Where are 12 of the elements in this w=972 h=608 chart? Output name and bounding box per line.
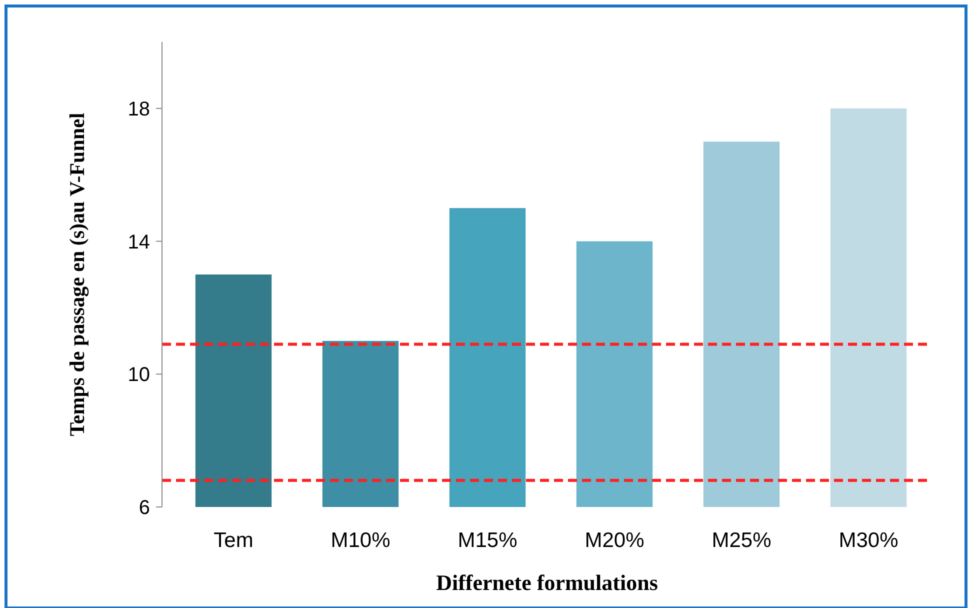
x-tick-label: M10% [330,529,390,552]
x-tick-label: M20% [584,529,644,552]
x-tick-label: Tem [214,529,254,552]
x-tick-label: M15% [458,529,518,552]
y-tick-label: 14 [128,231,150,254]
y-axis-title: Temps de passage en (s)au V-Funnel [65,112,89,436]
x-axis-title: Differnete formulations [436,570,658,595]
x-tick-label: M25% [712,529,772,552]
y-tick-label: 10 [128,364,150,386]
y-tick-label: 18 [128,98,150,120]
x-tick-label: M30% [838,529,898,552]
y-tick-label: 6 [138,497,150,519]
